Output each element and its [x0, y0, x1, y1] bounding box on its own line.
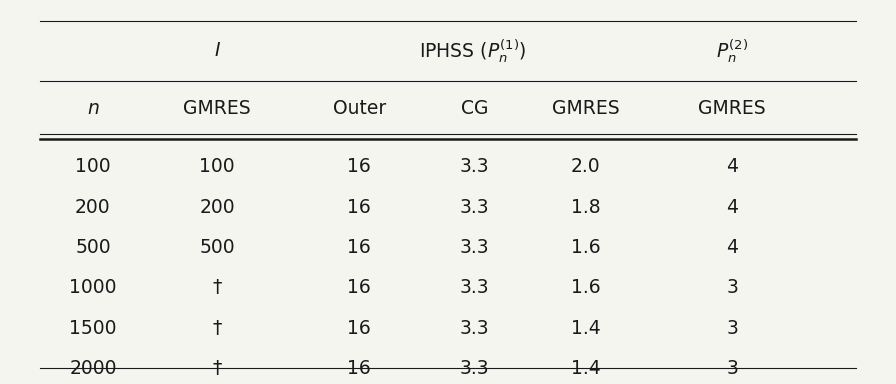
- Text: 1.4: 1.4: [571, 359, 600, 378]
- Text: 1000: 1000: [69, 278, 116, 297]
- Text: 4: 4: [726, 197, 738, 217]
- Text: 1.4: 1.4: [571, 319, 600, 338]
- Text: GMRES: GMRES: [184, 99, 251, 118]
- Text: 200: 200: [200, 197, 235, 217]
- Text: 500: 500: [200, 238, 235, 257]
- Text: 500: 500: [75, 238, 111, 257]
- Text: 16: 16: [348, 157, 371, 176]
- Text: 3: 3: [726, 319, 738, 338]
- Text: 3: 3: [726, 278, 738, 297]
- Text: 200: 200: [75, 197, 111, 217]
- Text: GMRES: GMRES: [698, 99, 766, 118]
- Text: 2000: 2000: [69, 359, 116, 378]
- Text: 100: 100: [200, 157, 235, 176]
- Text: 100: 100: [75, 157, 111, 176]
- Text: n: n: [87, 99, 99, 118]
- Text: 2.0: 2.0: [571, 157, 600, 176]
- Text: 16: 16: [348, 238, 371, 257]
- Text: 1.8: 1.8: [571, 197, 600, 217]
- Text: 16: 16: [348, 197, 371, 217]
- Text: †: †: [212, 319, 222, 338]
- Text: Outer: Outer: [332, 99, 386, 118]
- Text: 4: 4: [726, 157, 738, 176]
- Text: CG: CG: [461, 99, 488, 118]
- Text: †: †: [212, 359, 222, 378]
- Text: 1.6: 1.6: [571, 238, 600, 257]
- Text: †: †: [212, 278, 222, 297]
- Text: IPHSS $(P_n^{(1)})$: IPHSS $(P_n^{(1)})$: [418, 37, 526, 65]
- Text: 3.3: 3.3: [460, 278, 489, 297]
- Text: 1.6: 1.6: [571, 278, 600, 297]
- Text: GMRES: GMRES: [552, 99, 619, 118]
- Text: 3.3: 3.3: [460, 197, 489, 217]
- Text: 3.3: 3.3: [460, 319, 489, 338]
- Text: $I$: $I$: [213, 41, 220, 60]
- Text: 16: 16: [348, 278, 371, 297]
- Text: $P_n^{(2)}$: $P_n^{(2)}$: [716, 37, 748, 65]
- Text: 3.3: 3.3: [460, 157, 489, 176]
- Text: 3.3: 3.3: [460, 359, 489, 378]
- Text: 4: 4: [726, 238, 738, 257]
- Text: 1500: 1500: [69, 319, 116, 338]
- Text: 16: 16: [348, 359, 371, 378]
- Text: 16: 16: [348, 319, 371, 338]
- Text: 3.3: 3.3: [460, 238, 489, 257]
- Text: 3: 3: [726, 359, 738, 378]
